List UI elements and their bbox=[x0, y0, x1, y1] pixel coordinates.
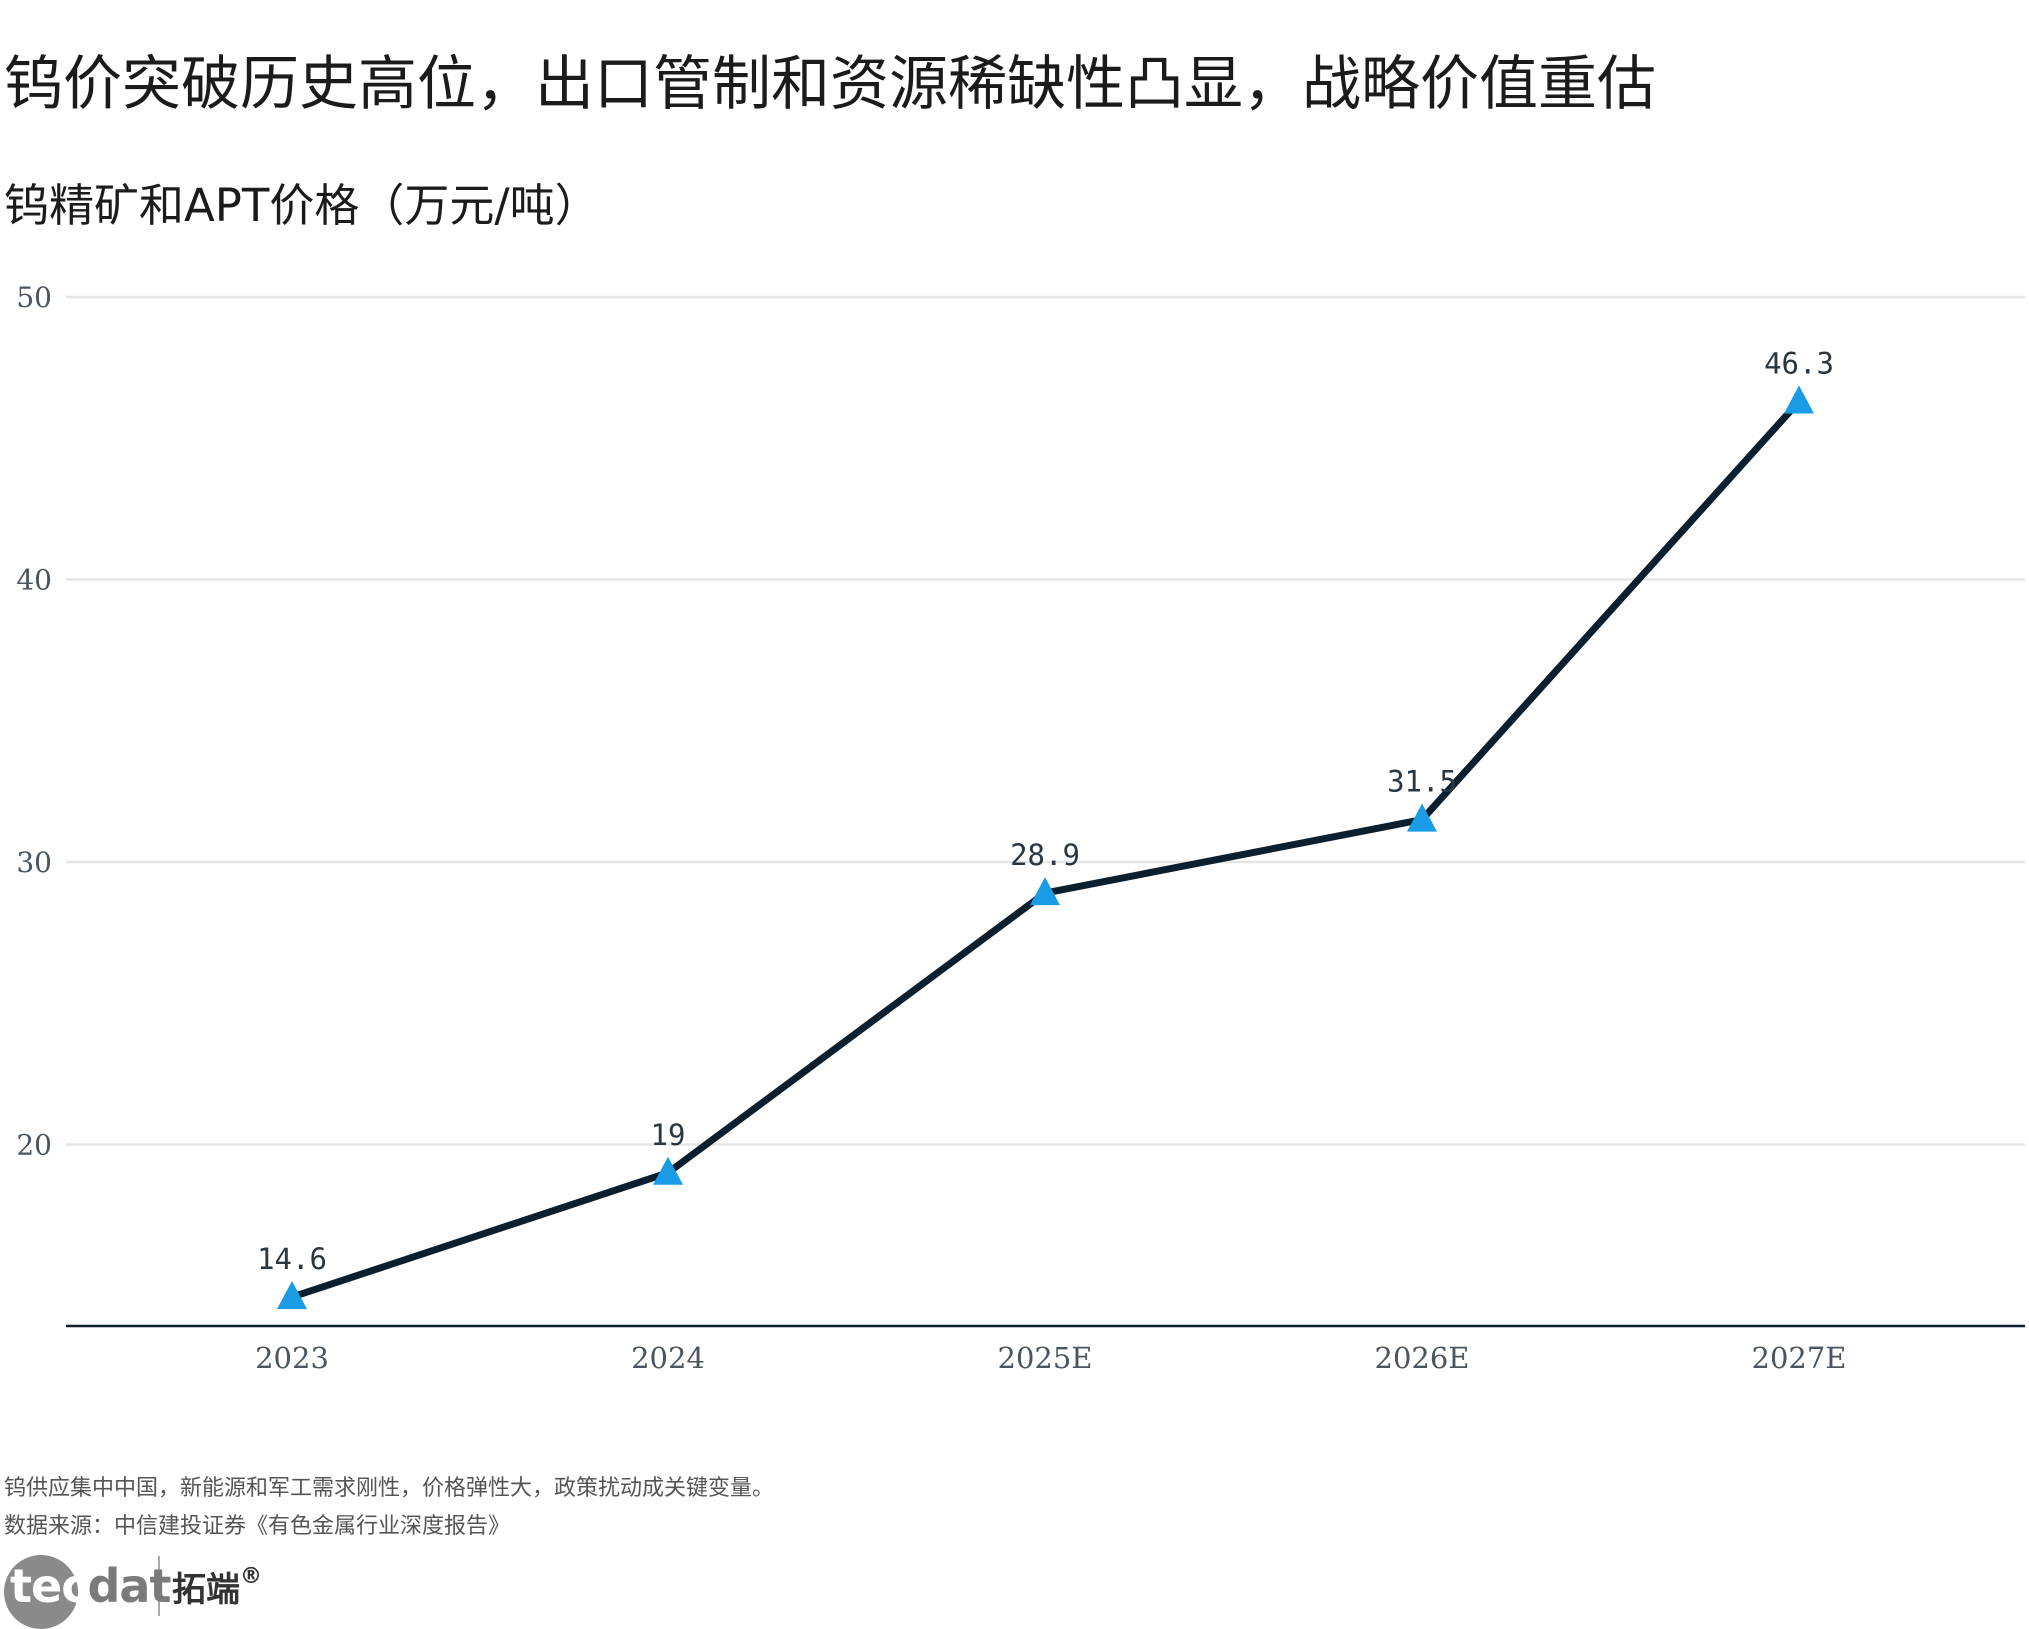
x-tick-label: 2025E bbox=[998, 1341, 1093, 1375]
registered-mark: ® bbox=[240, 1564, 262, 1589]
chart-title: 钨价突破历史高位，出口管制和资源稀缺性凸显，战略价值重估 bbox=[4, 49, 1657, 118]
data-label: 14.6 bbox=[257, 1242, 327, 1276]
data-point-marker bbox=[1784, 385, 1814, 414]
logo-text-a: tec bbox=[10, 1559, 88, 1613]
data-label: 31.5 bbox=[1387, 765, 1457, 799]
data-point-marker bbox=[1030, 877, 1060, 906]
y-tick-label: 50 bbox=[16, 281, 52, 314]
data-label: 46.3 bbox=[1764, 347, 1834, 381]
data-point-marker bbox=[653, 1156, 683, 1185]
x-tick-label: 2026E bbox=[1375, 1341, 1470, 1375]
data-label: 19 bbox=[651, 1118, 686, 1152]
logo-divider bbox=[158, 1556, 160, 1616]
data-point-marker bbox=[277, 1281, 307, 1310]
footnote-note: 钨供应集中中国，新能源和军工需求刚性，价格弹性大，政策扰动成关键变量。 bbox=[4, 1476, 775, 1501]
tecdat-logo-icon: tecdat bbox=[4, 1551, 171, 1629]
x-tick-label: 2024 bbox=[631, 1341, 705, 1375]
x-tick-label: 2023 bbox=[255, 1341, 329, 1375]
x-tick-label: 2027E bbox=[1752, 1341, 1847, 1375]
logo-cn-text: 拓端 bbox=[172, 1569, 240, 1610]
data-label: 28.9 bbox=[1010, 838, 1080, 872]
line-chart: 20 30 40 50 2023 2024 2025E 2026E 2027E 14.6 19 28.… bbox=[16, 281, 2025, 1375]
chart-subtitle: 钨精矿和APT价格（万元/吨） bbox=[4, 179, 600, 232]
y-tick-label: 40 bbox=[16, 564, 52, 597]
y-tick-label: 30 bbox=[16, 846, 52, 879]
data-point-marker bbox=[1407, 803, 1437, 832]
footnote-source: 数据来源：中信建投证券《有色金属行业深度报告》 bbox=[4, 1514, 511, 1539]
brand-logo: tecdat 拓端 ® bbox=[4, 1550, 262, 1629]
logo-text-b: dat bbox=[87, 1559, 171, 1613]
y-tick-label: 20 bbox=[16, 1129, 52, 1162]
